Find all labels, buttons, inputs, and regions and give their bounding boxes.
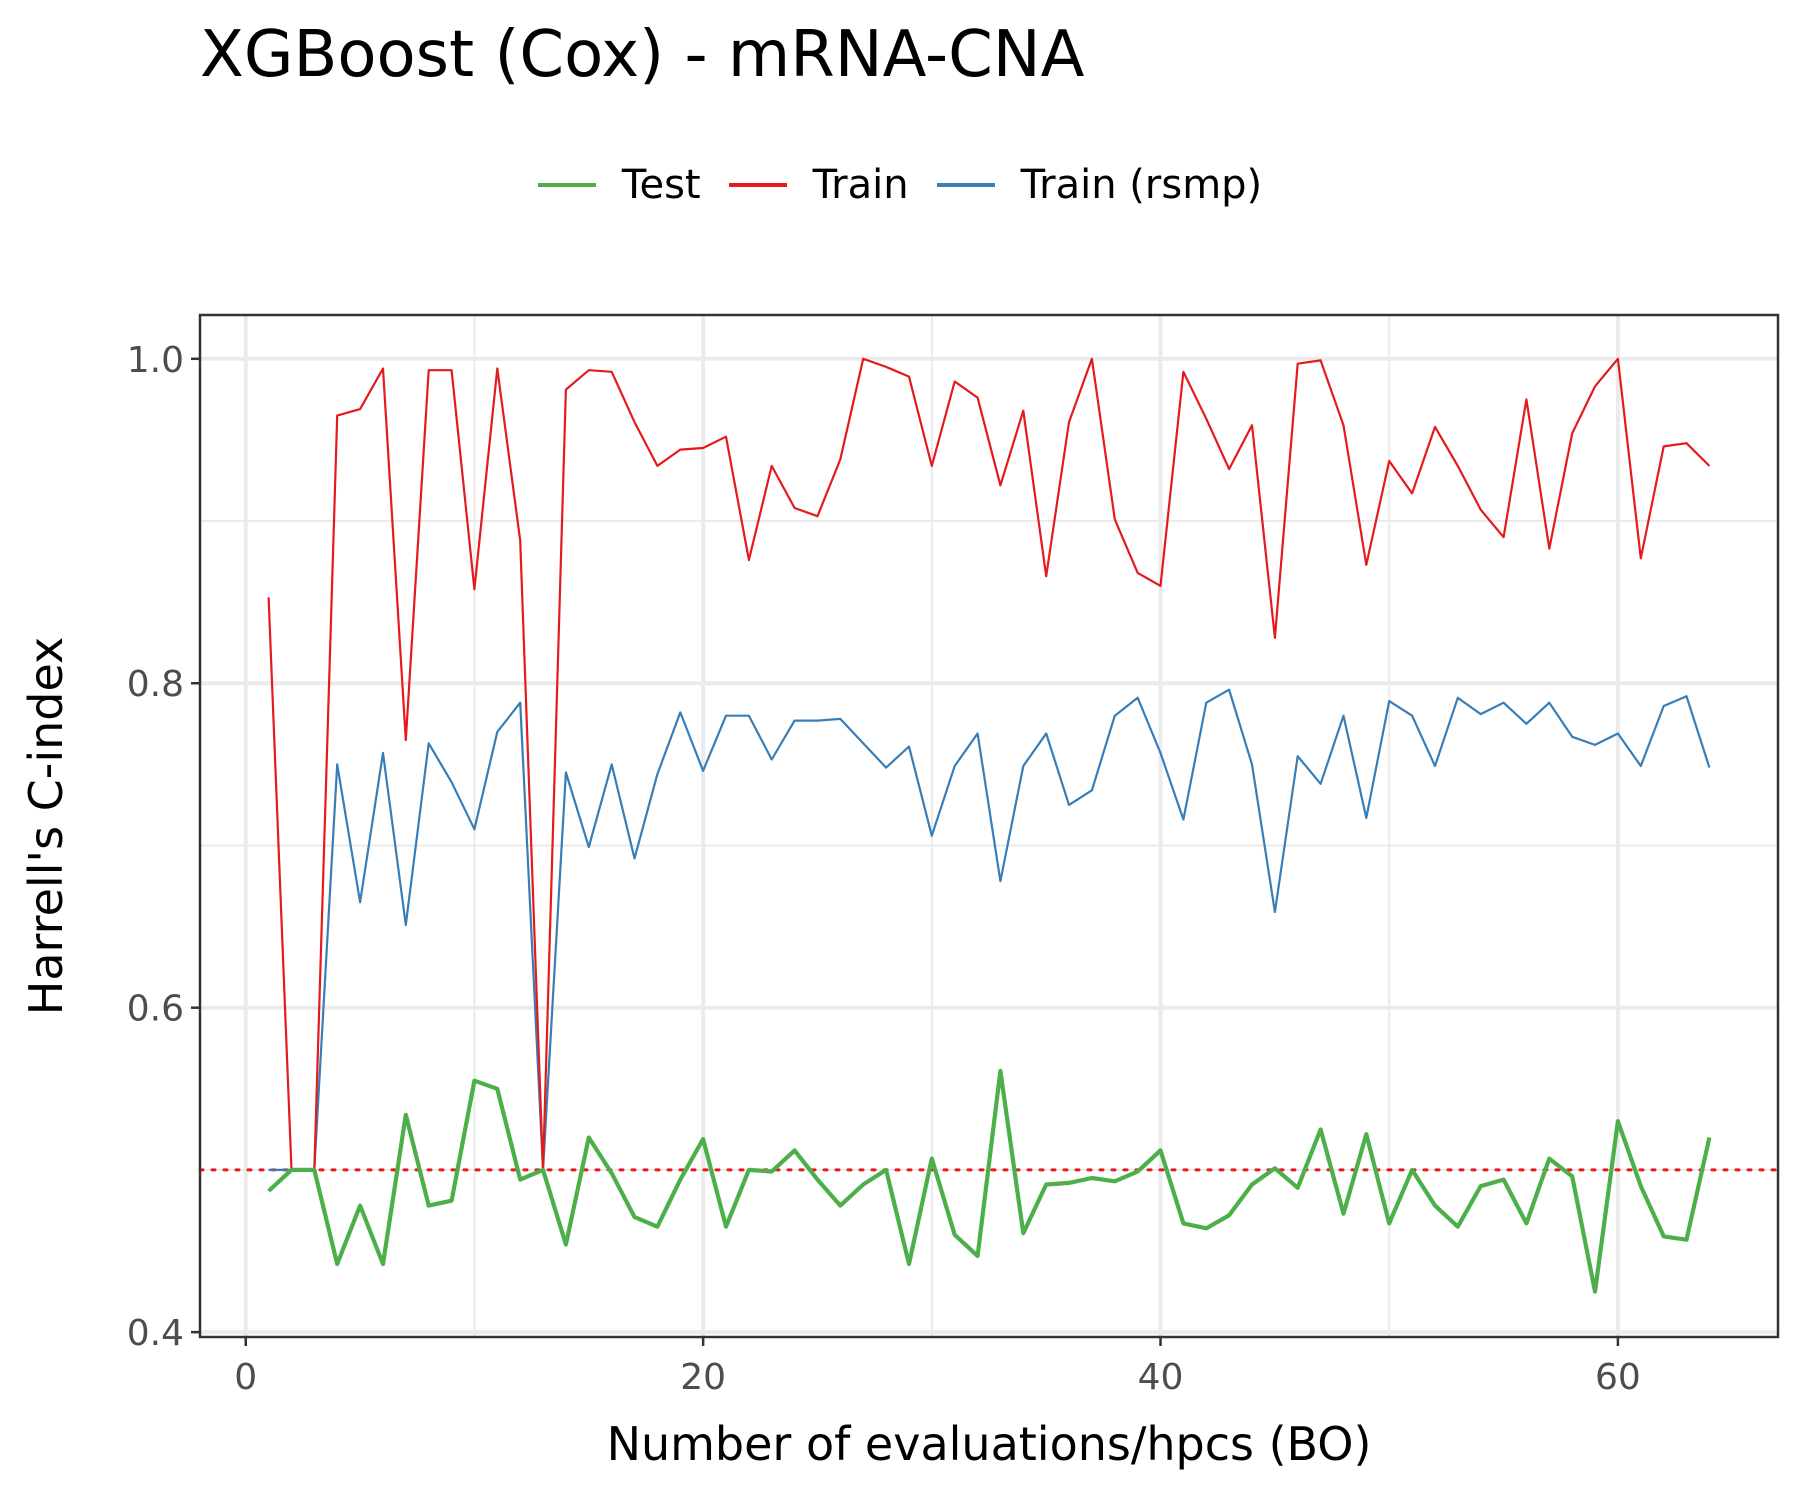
legend-label-train: Train (812, 162, 909, 208)
plot-border (198, 313, 1780, 1339)
series-line-train-rsmp (268, 688, 1711, 1172)
legend-item-train: Train (728, 162, 909, 208)
x-axis-label: Number of evaluations/hpcs (BO) (607, 1417, 1372, 1471)
chart-title: XGBoost (Cox) - mRNA-CNA (200, 18, 1085, 92)
legend-item-test: Test (537, 162, 701, 208)
y-tick-label: 0.6 (127, 989, 184, 1030)
legend: Test Train Train (rsmp) (0, 162, 1800, 208)
x-tick-label: 0 (234, 1357, 257, 1398)
y-tick-label: 0.8 (127, 664, 184, 705)
legend-key-train (728, 183, 787, 187)
legend-item-train-rsmp: Train (rsmp) (936, 162, 1263, 208)
legend-key-test (537, 183, 596, 187)
x-tick-label: 40 (1138, 1357, 1184, 1398)
y-axis-label: Harrell's C-index (19, 637, 73, 1015)
legend-label-test: Test (621, 162, 701, 208)
x-tick-label: 60 (1595, 1357, 1641, 1398)
y-tick-label: 1.0 (127, 340, 184, 381)
series-line-train (267, 357, 1711, 1172)
legend-key-train-rsmp (936, 183, 995, 187)
y-tick-label: 0.4 (127, 1313, 184, 1354)
legend-label-train-rsmp: Train (rsmp) (1020, 162, 1263, 208)
x-tick-label: 20 (680, 1357, 726, 1398)
series-line-test (267, 1068, 1712, 1294)
